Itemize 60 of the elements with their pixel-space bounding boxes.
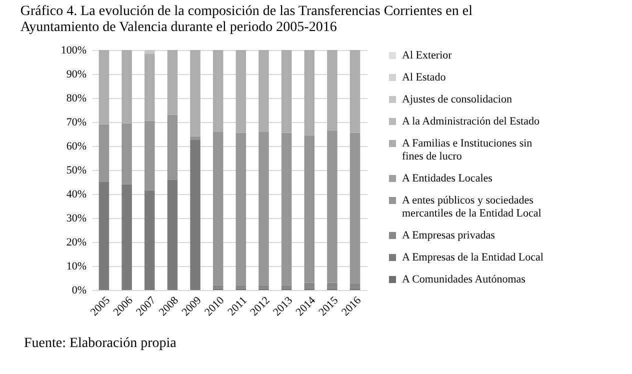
legend-label: A entes públicos y sociedades mercantiles de la Entidad Local [402,194,542,220]
bar [212,132,224,286]
bar [327,50,338,130]
bar [122,184,132,290]
bar [258,132,269,286]
y-tick-label: 50% [66,164,86,176]
bar [190,50,200,136]
bar [304,282,315,288]
bar [122,50,132,124]
legend-label: A Entidades Locales [402,172,492,184]
bar [304,50,315,136]
bar [304,135,315,283]
bar [212,50,224,132]
bar [350,50,360,133]
bar [190,140,200,290]
bar [258,285,269,288]
y-tick-label: 30% [66,212,86,224]
bar [281,50,292,133]
legend-label: A Empresas de la Entidad Local [402,252,544,264]
legend-label: A Comunidades Autónomas [402,274,526,286]
bar [258,50,269,132]
bar [236,132,246,286]
legend-label: A Empresas privadas [402,230,495,242]
bar [98,50,110,124]
legend-label: Ajustes de consolidacion [402,94,512,106]
y-tick-label: 90% [66,68,86,80]
bar [350,284,360,288]
y-tick-label: 40% [66,188,86,200]
bar [167,50,178,115]
bar [236,285,246,288]
bar [281,132,292,286]
bar [327,282,338,288]
legend-label: A la Administración del Estado [402,116,540,128]
y-tick-label: 60% [66,140,86,152]
bar [236,50,246,133]
y-tick-label: 0% [72,284,86,296]
bar [212,285,224,288]
source-note: Fuente: Elaboración propia [24,336,178,352]
y-tick-label: 70% [66,116,86,128]
chart-title: Gráfico 4. La evolución de la composición de las Transferencias Corrientes en el Ayuntamiento de Valencia durante el periodo 2005-2016 [20,4,473,35]
legend-label: A Familias e Instituciones sin fines de lucro [402,138,533,162]
y-tick-label: 80% [66,92,86,104]
bar [190,136,200,140]
bar [144,190,155,290]
legend-label: Al Estado [402,72,446,84]
bar [98,182,110,290]
bar [144,54,155,121]
bar [167,180,178,290]
legend-label: Al Exterior [402,50,452,62]
y-tick-label: 20% [66,236,86,248]
bar [122,123,132,184]
bar [281,285,292,288]
y-tick-label: 10% [66,260,86,272]
bar [350,132,360,284]
bar [144,50,155,54]
y-tick-label: 100% [60,44,86,56]
bar [167,114,178,180]
bar [98,124,110,182]
bar [327,130,338,283]
bar [144,120,155,190]
